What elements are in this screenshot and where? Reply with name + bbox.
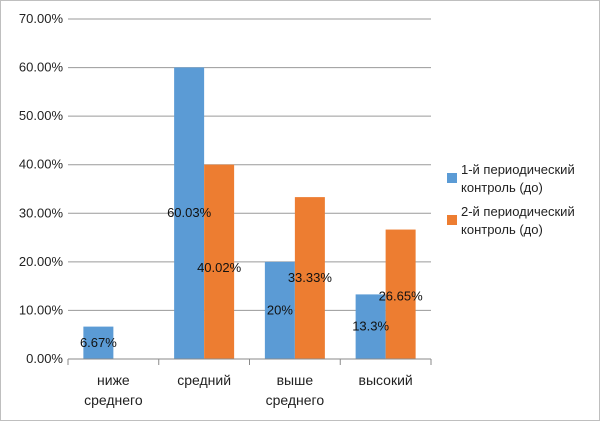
bar — [83, 326, 114, 359]
y-axis-ticks: 0.00% 10.00% 20.00% 30.00% 40.00% 50.00% 60.00… — [19, 11, 64, 366]
bar — [294, 197, 325, 359]
x-category-label: выше — [277, 372, 314, 388]
data-label: 33.33% — [288, 270, 333, 285]
data-labels: 6.67% 60.03% 40.02% 20% 33.33% 13.3% 26.65% — [80, 205, 423, 350]
legend-swatch — [447, 173, 457, 183]
x-category-label: среднего — [84, 392, 143, 408]
y-tick-label: 0.00% — [26, 351, 63, 366]
legend-label: контроль (до) — [461, 222, 543, 237]
y-tick-label: 30.00% — [19, 205, 64, 220]
x-category-label: средний — [177, 372, 231, 388]
x-category-label: ниже — [97, 372, 130, 388]
x-axis-categories: ниже среднего средний выше среднего высокий — [84, 372, 413, 408]
y-tick-label: 50.00% — [19, 108, 64, 123]
grid-lines — [68, 18, 431, 311]
bar — [355, 294, 386, 359]
legend-swatch — [447, 215, 457, 225]
data-label: 26.65% — [379, 288, 424, 303]
x-axis — [67, 358, 432, 365]
data-label: 6.67% — [80, 335, 117, 350]
x-category-label: высокий — [359, 372, 413, 388]
y-tick-label: 10.00% — [19, 302, 64, 317]
legend: 1-й периодический контроль (до) 2-й период… — [447, 162, 575, 237]
data-label: 60.03% — [167, 205, 212, 220]
bar — [204, 164, 235, 359]
legend-label: 1-й периодический — [461, 162, 575, 177]
legend-label: 2-й периодический — [461, 204, 575, 219]
y-tick-label: 20.00% — [19, 254, 64, 269]
bar — [264, 261, 295, 359]
x-category-label: среднего — [266, 392, 325, 408]
y-tick-label: 60.00% — [19, 60, 64, 75]
y-tick-label: 70.00% — [19, 11, 64, 26]
legend-label: контроль (до) — [461, 180, 543, 195]
bar — [174, 67, 205, 359]
data-label: 40.02% — [197, 260, 242, 275]
y-tick-label: 40.00% — [19, 157, 64, 172]
bars — [83, 67, 416, 359]
bar — [385, 229, 416, 359]
data-label: 13.3% — [352, 319, 389, 334]
data-label: 20% — [267, 302, 293, 317]
